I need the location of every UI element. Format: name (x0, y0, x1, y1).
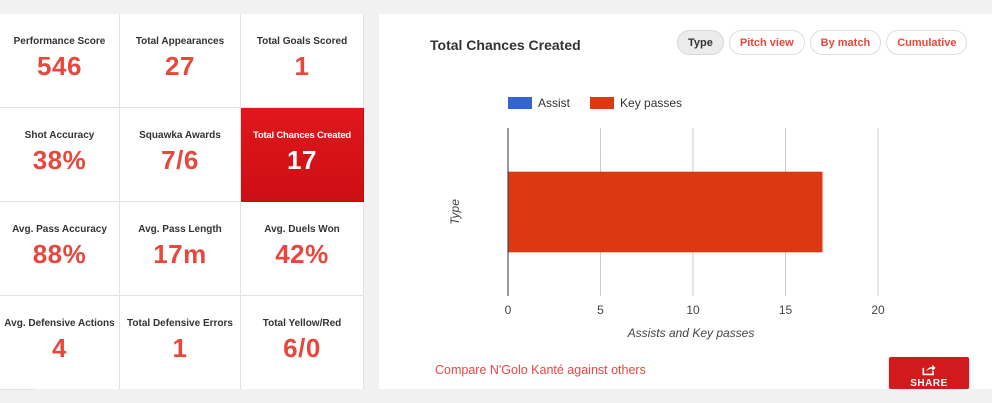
chart-legend: Assist Key passes (508, 96, 702, 110)
stat-tile-total-appearances[interactable]: Total Appearances 27 (120, 14, 241, 108)
x-tick-label: 0 (505, 303, 512, 317)
stat-tile-total-chances-created[interactable]: Total Chances Created 17 (241, 108, 364, 202)
stat-label: Total Chances Created (252, 129, 352, 141)
stat-value: 7/6 (161, 144, 199, 175)
stat-value: 1 (294, 50, 310, 81)
stat-tile-performance-score[interactable]: Performance Score 546 (0, 14, 120, 108)
stat-label: Avg. Duels Won (264, 223, 340, 235)
stat-tile-avg-defensive-actions[interactable]: Avg. Defensive Actions 4 (0, 296, 120, 390)
legend-item-assist[interactable]: Assist (508, 96, 570, 110)
share-button[interactable]: SHARE (889, 357, 969, 389)
stat-label: Performance Score (13, 35, 106, 47)
stat-label: Avg. Defensive Actions (4, 317, 115, 329)
view-button-cumulative[interactable]: Cumulative (886, 30, 968, 55)
chart-panel: Total Chances Created Type Pitch view By m… (379, 14, 992, 389)
x-tick-label: 5 (597, 303, 604, 317)
stat-label: Total Yellow/Red (262, 317, 342, 329)
stat-label: Avg. Pass Length (138, 223, 222, 235)
legend-item-key-passes[interactable]: Key passes (590, 96, 682, 110)
view-button-pitch-view[interactable]: Pitch view (728, 30, 805, 55)
stat-label: Squawka Awards (139, 129, 221, 141)
stat-value: 88% (32, 238, 87, 269)
x-tick-label: 15 (779, 303, 793, 317)
chart-title: Total Chances Created (430, 37, 581, 53)
stat-value: 38% (32, 144, 87, 175)
stat-value: 4 (52, 332, 67, 363)
x-tick-label: 20 (871, 303, 885, 317)
compare-players-link[interactable]: Compare N'Golo Kanté against others (435, 363, 646, 377)
chart-canvas: 0 5 10 15 20 Assists and Key passes Type (448, 128, 885, 340)
stat-tile-total-yellow-red[interactable]: Total Yellow/Red 6/0 (241, 296, 364, 390)
view-button-by-match[interactable]: By match (809, 30, 882, 55)
stat-label: Total Defensive Errors (127, 317, 233, 329)
y-axis-label: Type (448, 199, 462, 225)
stat-tile-avg-pass-accuracy[interactable]: Avg. Pass Accuracy 88% (0, 202, 120, 296)
x-axis-label: Assists and Key passes (627, 326, 755, 340)
stats-grid: Performance Score 546 Total Appearances 27 T… (0, 14, 364, 390)
stat-label: Shot Accuracy (24, 129, 95, 141)
stat-value: 546 (37, 50, 82, 81)
view-button-type[interactable]: Type (677, 30, 724, 55)
stat-value: 17m (153, 238, 207, 269)
stat-value: 1 (172, 332, 188, 363)
share-label: SHARE (910, 378, 948, 389)
legend-label: Assist (538, 96, 571, 110)
stat-value: 42% (275, 238, 329, 269)
stat-value: 6/0 (283, 332, 321, 363)
stat-tile-avg-duels-won[interactable]: Avg. Duels Won 42% (241, 202, 364, 296)
stat-tile-total-goals-scored[interactable]: Total Goals Scored 1 (241, 14, 364, 108)
chart-view-buttons: Type Pitch view By match Cumulative (677, 30, 968, 55)
stat-label: Total Goals Scored (256, 35, 348, 47)
x-tick-label: 10 (686, 303, 700, 317)
bottom-strip (34, 389, 992, 403)
stat-tile-squawka-awards[interactable]: Squawka Awards 7/6 (120, 108, 241, 202)
legend-swatch (590, 97, 615, 109)
stat-label: Avg. Pass Accuracy (12, 223, 107, 235)
legend-label: Key passes (620, 96, 683, 110)
legend-swatch (508, 97, 532, 109)
stat-tile-total-defensive-errors[interactable]: Total Defensive Errors 1 (120, 296, 241, 390)
share-icon (922, 364, 936, 376)
stat-label: Total Appearances (135, 35, 225, 47)
stat-value: 17 (287, 144, 317, 175)
stat-value: 27 (165, 50, 195, 81)
bar-key-passes (508, 171, 823, 253)
stat-tile-avg-pass-length[interactable]: Avg. Pass Length 17m (120, 202, 241, 296)
stat-tile-shot-accuracy[interactable]: Shot Accuracy 38% (0, 108, 120, 202)
